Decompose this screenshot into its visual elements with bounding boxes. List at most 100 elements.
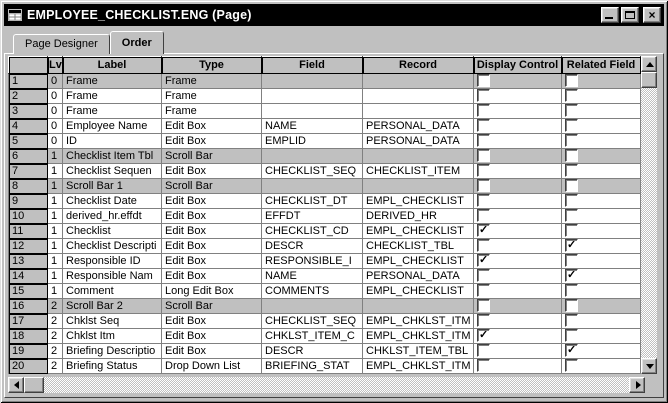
type-cell[interactable]: Drop Down List: [161, 358, 262, 374]
related-field-checkbox[interactable]: [565, 329, 578, 343]
row-number-cell[interactable]: 3: [8, 103, 48, 119]
type-cell[interactable]: Scroll Bar: [161, 148, 262, 164]
label-cell[interactable]: Scroll Bar 1: [62, 178, 162, 194]
record-cell[interactable]: EMPL_CHKLST_ITM: [362, 358, 474, 374]
record-cell[interactable]: [362, 178, 474, 194]
related-field-checkbox[interactable]: [565, 119, 578, 133]
display-control-checkbox[interactable]: [477, 224, 490, 238]
row-number-cell[interactable]: 19: [8, 343, 48, 359]
row-number-cell[interactable]: 16: [8, 298, 48, 314]
label-cell[interactable]: Frame: [62, 88, 162, 104]
display-control-checkbox[interactable]: [477, 299, 490, 313]
label-cell[interactable]: Chklst Seq: [62, 313, 162, 329]
label-cell[interactable]: Checklist Date: [62, 193, 162, 209]
type-cell[interactable]: Edit Box: [161, 118, 262, 134]
tab-order[interactable]: Order: [109, 31, 164, 54]
horizontal-scroll-track[interactable]: [44, 377, 629, 393]
scroll-right-button[interactable]: [629, 377, 645, 393]
scroll-left-button[interactable]: [8, 377, 24, 393]
display-control-checkbox[interactable]: [477, 314, 490, 328]
label-cell[interactable]: Employee Name: [62, 118, 162, 134]
display-control-checkbox[interactable]: [477, 269, 490, 283]
related-field-checkbox[interactable]: [565, 104, 578, 118]
display-control-checkbox[interactable]: [477, 284, 490, 298]
display-control-checkbox[interactable]: [477, 254, 490, 268]
label-cell[interactable]: Scroll Bar 2: [62, 298, 162, 314]
record-cell[interactable]: EMPL_CHECKLIST: [362, 223, 474, 239]
row-number-cell[interactable]: 2: [8, 88, 48, 104]
label-cell[interactable]: derived_hr.effdt: [62, 208, 162, 224]
row-number-cell[interactable]: 12: [8, 238, 48, 254]
related-field-checkbox[interactable]: [565, 299, 578, 313]
field-cell[interactable]: [261, 103, 363, 119]
row-number-cell[interactable]: 10: [8, 208, 48, 224]
row-number-cell[interactable]: 20: [8, 358, 48, 374]
type-cell[interactable]: Frame: [161, 73, 262, 89]
related-field-checkbox[interactable]: [565, 239, 578, 253]
record-cell[interactable]: CHKLST_ITEM_TBL: [362, 343, 474, 359]
label-cell[interactable]: Frame: [62, 73, 162, 89]
display-control-checkbox[interactable]: [477, 89, 490, 103]
row-number-cell[interactable]: 5: [8, 133, 48, 149]
field-cell[interactable]: [261, 298, 363, 314]
related-field-checkbox[interactable]: [565, 194, 578, 208]
field-cell[interactable]: [261, 88, 363, 104]
field-cell[interactable]: DESCR: [261, 343, 363, 359]
field-cell[interactable]: CHKLST_ITEM_C: [261, 328, 363, 344]
type-cell[interactable]: Frame: [161, 103, 262, 119]
field-cell[interactable]: BRIEFING_STAT: [261, 358, 363, 374]
display-control-checkbox[interactable]: [477, 164, 490, 178]
type-cell[interactable]: Edit Box: [161, 313, 262, 329]
row-number-cell[interactable]: 18: [8, 328, 48, 344]
type-cell[interactable]: Edit Box: [161, 253, 262, 269]
type-cell[interactable]: Scroll Bar: [161, 178, 262, 194]
display-control-checkbox[interactable]: [477, 149, 490, 163]
type-cell[interactable]: Edit Box: [161, 268, 262, 284]
record-cell[interactable]: [362, 103, 474, 119]
row-number-cell[interactable]: 1: [8, 73, 48, 89]
field-cell[interactable]: CHECKLIST_CD: [261, 223, 363, 239]
type-cell[interactable]: Frame: [161, 88, 262, 104]
label-cell[interactable]: Chklst Itm: [62, 328, 162, 344]
title-bar[interactable]: EMPLOYEE_CHECKLIST.ENG (Page) ×: [4, 4, 664, 26]
row-number-cell[interactable]: 17: [8, 313, 48, 329]
row-number-cell[interactable]: 6: [8, 148, 48, 164]
field-cell[interactable]: EMPLID: [261, 133, 363, 149]
minimize-button[interactable]: [601, 7, 619, 23]
row-number-cell[interactable]: 14: [8, 268, 48, 284]
record-cell[interactable]: PERSONAL_DATA: [362, 133, 474, 149]
close-button[interactable]: ×: [643, 7, 661, 23]
row-number-cell[interactable]: 4: [8, 118, 48, 134]
field-cell[interactable]: CHECKLIST_SEQ: [261, 313, 363, 329]
field-cell[interactable]: [261, 73, 363, 89]
field-cell[interactable]: DESCR: [261, 238, 363, 254]
type-cell[interactable]: Edit Box: [161, 238, 262, 254]
related-field-checkbox[interactable]: [565, 344, 578, 358]
label-cell[interactable]: Checklist Item Tbl: [62, 148, 162, 164]
record-cell[interactable]: PERSONAL_DATA: [362, 118, 474, 134]
label-cell[interactable]: ID: [62, 133, 162, 149]
related-field-checkbox[interactable]: [565, 269, 578, 283]
type-cell[interactable]: Edit Box: [161, 193, 262, 209]
field-cell[interactable]: NAME: [261, 268, 363, 284]
related-field-checkbox[interactable]: [565, 149, 578, 163]
display-control-checkbox[interactable]: [477, 239, 490, 253]
type-cell[interactable]: Edit Box: [161, 133, 262, 149]
related-field-checkbox[interactable]: [565, 164, 578, 178]
display-control-checkbox[interactable]: [477, 119, 490, 133]
field-cell[interactable]: CHECKLIST_SEQ: [261, 163, 363, 179]
type-cell[interactable]: Long Edit Box: [161, 283, 262, 299]
related-field-checkbox[interactable]: [565, 224, 578, 238]
display-control-checkbox[interactable]: [477, 194, 490, 208]
related-field-checkbox[interactable]: [565, 134, 578, 148]
type-cell[interactable]: Edit Box: [161, 343, 262, 359]
vertical-scrollbar[interactable]: [641, 56, 657, 374]
record-cell[interactable]: [362, 73, 474, 89]
record-cell[interactable]: EMPL_CHKLST_ITM: [362, 328, 474, 344]
row-number-cell[interactable]: 13: [8, 253, 48, 269]
record-cell[interactable]: EMPL_CHECKLIST: [362, 283, 474, 299]
record-cell[interactable]: EMPL_CHKLST_ITM: [362, 313, 474, 329]
field-cell[interactable]: COMMENTS: [261, 283, 363, 299]
tab-page-designer[interactable]: Page Designer: [13, 34, 110, 54]
record-cell[interactable]: [362, 298, 474, 314]
